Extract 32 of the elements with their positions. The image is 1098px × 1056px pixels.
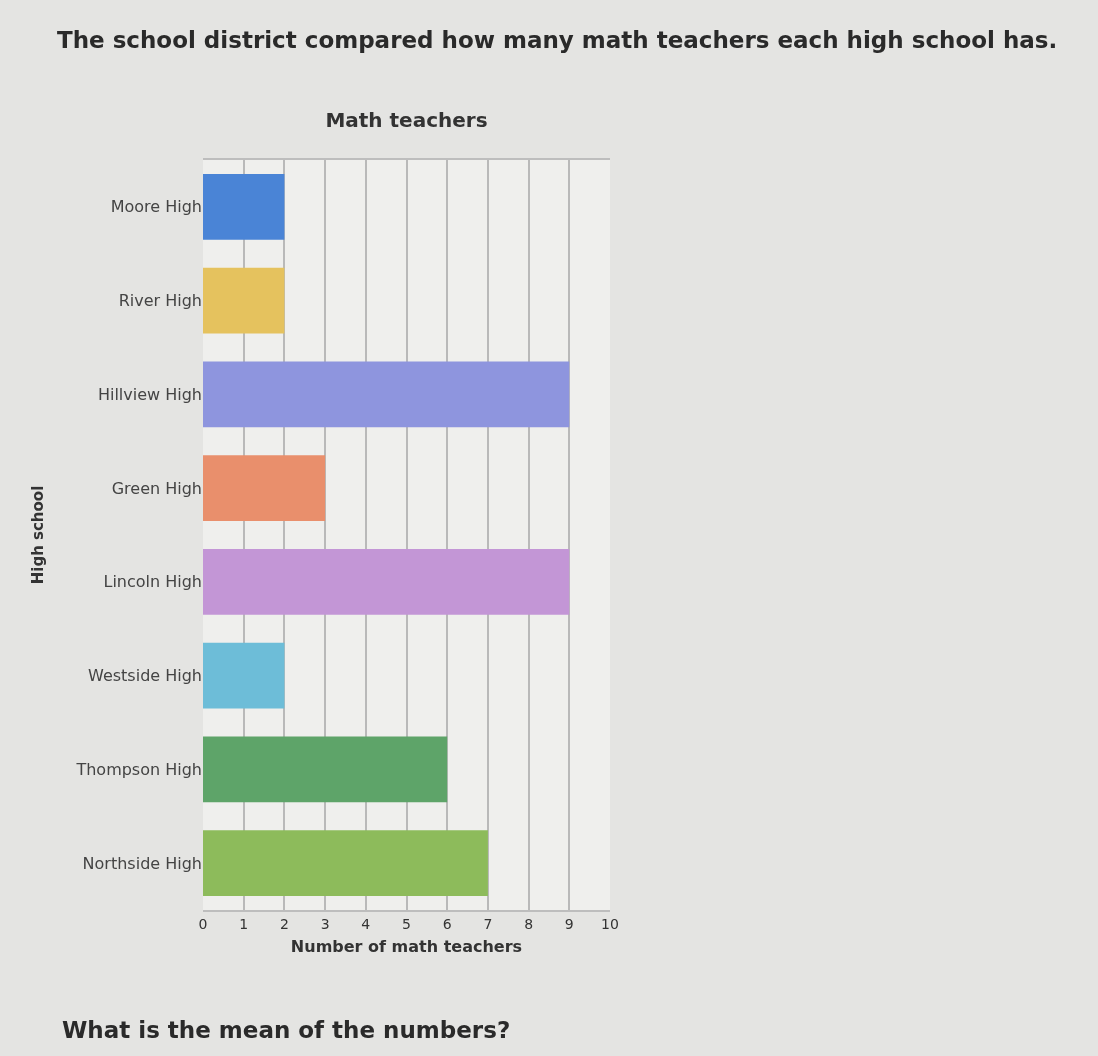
y-tick-label: Moore High bbox=[110, 197, 202, 217]
x-tick-label: 3 bbox=[320, 915, 330, 932]
y-tick-label: River High bbox=[118, 291, 202, 311]
x-tick-label: 1 bbox=[239, 915, 249, 932]
x-tick-label: 4 bbox=[361, 915, 371, 932]
text: What is the mean of the numbers? bbox=[62, 1017, 511, 1043]
bar bbox=[203, 361, 570, 428]
x-tick-label: 8 bbox=[524, 915, 534, 932]
x-tick-label: 10 bbox=[601, 915, 619, 932]
x-tick-label: 2 bbox=[279, 915, 289, 932]
x-tick-label: 9 bbox=[564, 915, 574, 932]
x-tick-label: 0 bbox=[198, 915, 208, 932]
x-tick-label: 5 bbox=[402, 915, 411, 932]
y-tick-label: Lincoln High bbox=[103, 572, 202, 592]
y-axis-title: High school bbox=[28, 485, 47, 585]
y-tick-label: Green High bbox=[111, 478, 202, 498]
x-tick-label: 7 bbox=[483, 915, 493, 932]
bar bbox=[203, 267, 285, 334]
x-axis-title: Number of math teachers bbox=[290, 936, 523, 956]
bar bbox=[203, 830, 488, 896]
chart-title: Math teachers bbox=[325, 108, 488, 132]
bar bbox=[203, 736, 448, 803]
bar bbox=[203, 174, 285, 240]
bar bbox=[203, 549, 570, 615]
y-tick-label: Hillview High bbox=[97, 384, 202, 404]
y-tick-label: Thompson High bbox=[75, 759, 202, 779]
bar bbox=[203, 642, 285, 709]
x-tick-label: 6 bbox=[442, 915, 452, 932]
y-tick-label: Westside High bbox=[88, 666, 202, 686]
text: The school district compared how many math teachers each high school has. bbox=[57, 27, 1058, 53]
bar bbox=[203, 455, 326, 521]
y-tick-label: Northside High bbox=[82, 853, 202, 873]
